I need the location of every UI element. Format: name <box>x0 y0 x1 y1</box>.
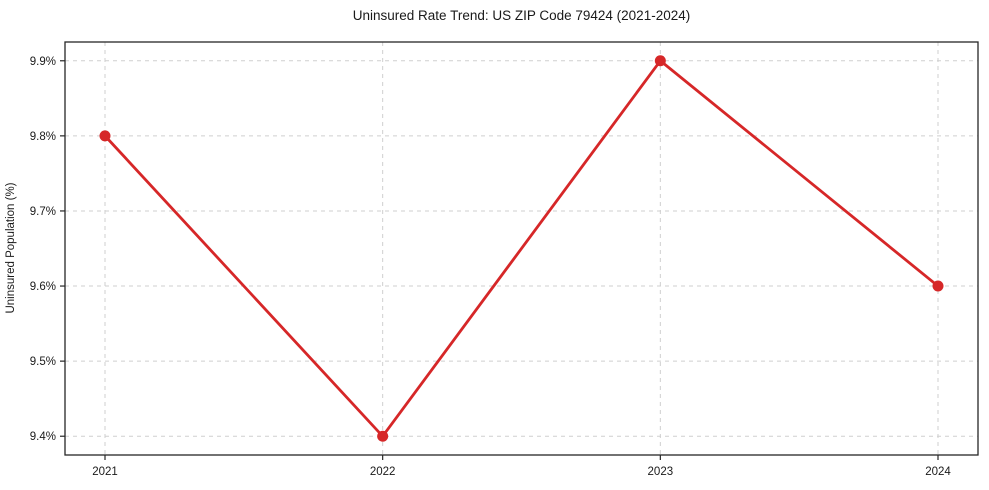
x-tick-label-2022: 2022 <box>370 466 396 478</box>
y-tick-label-9.4%: 9.4% <box>30 431 56 443</box>
y-tick-label-9.9%: 9.9% <box>30 56 56 68</box>
y-tick-label-9.8%: 9.8% <box>30 131 56 143</box>
y-tick-label-9.6%: 9.6% <box>30 281 56 293</box>
x-tick-label-2021: 2021 <box>92 466 118 478</box>
data-point-2023 <box>654 55 666 67</box>
x-tick-label-2024: 2024 <box>925 466 951 478</box>
x-tick-label-2023: 2023 <box>648 466 674 478</box>
data-point-2024 <box>932 280 944 292</box>
y-tick-label-9.7%: 9.7% <box>30 206 56 218</box>
data-point-2022 <box>377 430 389 442</box>
data-point-2021 <box>99 130 111 142</box>
chart-title: Uninsured Rate Trend: US ZIP Code 79424 … <box>352 8 691 23</box>
y-tick-label-9.5%: 9.5% <box>30 356 56 368</box>
trend-line <box>103 59 940 438</box>
plot-area-border <box>64 41 979 456</box>
